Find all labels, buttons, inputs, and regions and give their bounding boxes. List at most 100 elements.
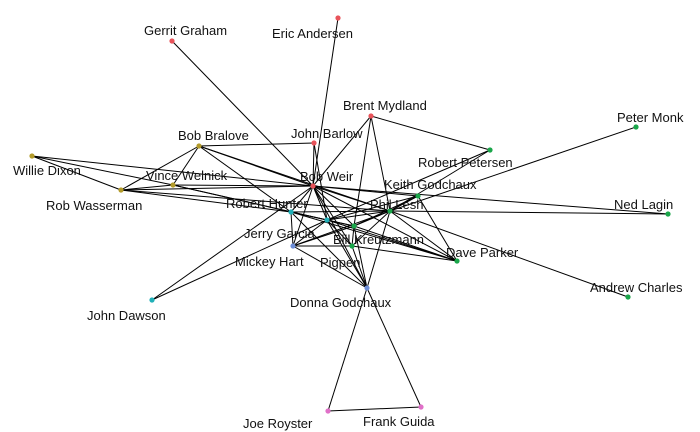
edge-pigpen-parker — [351, 245, 458, 262]
node-label-eric: Eric Andersen — [272, 26, 353, 41]
node-label-welnick: Vince Welnick — [146, 168, 228, 183]
node-label-bralove: Bob Bralove — [178, 128, 249, 143]
edge-hunter-donna — [290, 211, 368, 289]
node-label-pigpen: Pigpen — [320, 255, 360, 270]
node-guida[interactable] — [418, 404, 424, 410]
node-label-gerrit: Gerrit Graham — [144, 23, 227, 38]
node-label-keith: Keith Godchaux — [384, 177, 477, 192]
edge-welnick-wasserman — [120, 184, 174, 191]
node-label-lagin: Ned Lagin — [614, 197, 673, 212]
edge-weir-lagin — [312, 185, 669, 215]
node-label-weir: Bob Weir — [300, 169, 354, 184]
edge-kreutzmann-donna — [353, 225, 368, 289]
node-label-kreutzmann: Bill Kreutzmann — [333, 232, 424, 247]
edge-brent-petersen — [370, 115, 491, 151]
node-dixon[interactable] — [29, 153, 35, 159]
edge-weir-hunter — [290, 185, 314, 213]
edge-hart-donna — [292, 245, 368, 289]
edge-brent-weir — [312, 115, 372, 187]
node-pigpen[interactable] — [349, 243, 355, 249]
edge-weir-pigpen — [312, 185, 353, 247]
node-label-brent: Brent Mydland — [343, 98, 427, 113]
edge-dixon-weir — [31, 155, 314, 187]
node-hart[interactable] — [290, 243, 296, 249]
edge-kreutzmann-pigpen — [351, 225, 355, 247]
edge-keith-garcia — [326, 195, 419, 221]
node-charles[interactable] — [625, 294, 631, 300]
node-label-dawson: John Dawson — [87, 308, 166, 323]
edge-lesh-hart — [292, 210, 391, 247]
edge-weir-garcia — [312, 185, 328, 221]
edge-lesh-pigpen — [351, 210, 391, 247]
node-label-barlow: John Barlow — [291, 126, 363, 141]
edge-weir-dawson — [151, 185, 314, 301]
edge-garcia-dawson — [151, 219, 328, 301]
node-brent[interactable] — [368, 113, 374, 119]
node-monk[interactable] — [633, 124, 639, 130]
edge-bralove-lesh — [198, 145, 391, 212]
edge-garcia-parker — [326, 219, 458, 262]
edge-garcia-pigpen — [326, 219, 353, 247]
node-welnick[interactable] — [170, 182, 176, 188]
edge-bralove-wasserman — [120, 145, 200, 191]
node-dawson[interactable] — [149, 297, 155, 303]
node-label-royster: Joe Royster — [243, 416, 313, 431]
edge-lesh-parker — [389, 210, 458, 262]
node-parker[interactable] — [454, 258, 460, 264]
edge-petersen-garcia — [326, 149, 491, 221]
edge-lesh-hunter — [290, 210, 391, 213]
edge-barlow-garcia — [313, 142, 328, 221]
edge-barlow-bralove — [198, 142, 315, 147]
edge-weir-parker — [312, 185, 458, 262]
edge-bralove-welnick — [172, 145, 200, 186]
node-donna[interactable] — [364, 285, 370, 291]
edge-hunter-parker — [290, 211, 458, 262]
node-label-monk: Peter Monk — [617, 110, 684, 125]
node-label-hunter: Robert Hunter — [226, 196, 308, 211]
node-label-donna: Donna Godchaux — [290, 295, 392, 310]
node-wasserman[interactable] — [118, 187, 124, 193]
node-kreutzmann[interactable] — [351, 223, 357, 229]
node-gerrit[interactable] — [169, 38, 175, 44]
nodes-layer — [29, 15, 671, 414]
node-label-wasserman: Rob Wasserman — [46, 198, 142, 213]
edge-weir-kreutzmann — [312, 185, 355, 227]
edge-kreutzmann-hart — [292, 225, 355, 247]
edge-lagin-lesh — [389, 210, 669, 215]
edge-barlow-weir — [312, 142, 315, 187]
node-barlow[interactable] — [311, 140, 317, 146]
node-keith[interactable] — [415, 193, 421, 199]
node-label-dixon: Willie Dixon — [13, 163, 81, 178]
node-garcia[interactable] — [324, 217, 330, 223]
edge-dixon-wasserman — [31, 155, 122, 191]
node-eric[interactable] — [335, 15, 341, 21]
node-label-parker: Dave Parker — [446, 245, 519, 260]
edge-lesh-charles — [389, 210, 629, 298]
edge-weir-donna — [312, 185, 368, 289]
edge-keith-parker — [417, 195, 458, 262]
node-label-hart: Mickey Hart — [235, 254, 304, 269]
edge-donna-guida — [366, 287, 422, 408]
node-petersen[interactable] — [487, 147, 493, 153]
node-hunter[interactable] — [288, 209, 294, 215]
edges-layer — [31, 17, 669, 412]
node-lagin[interactable] — [665, 211, 671, 217]
edge-wasserman-hunter — [120, 189, 292, 213]
edge-weir-wasserman — [120, 185, 314, 191]
edge-dixon-welnick — [31, 155, 174, 186]
edge-garcia-hart — [292, 219, 328, 247]
edge-royster-guida — [327, 406, 422, 412]
edge-lesh-garcia — [326, 210, 391, 221]
edge-gerrit-weir — [171, 40, 314, 187]
labels-layer: Gerrit Graham Eric Andersen Brent Mydland J… — [13, 23, 684, 431]
node-label-guida: Frank Guida — [363, 414, 435, 429]
edge-garcia-donna — [326, 219, 368, 289]
node-label-charles: Andrew Charles — [590, 280, 683, 295]
edge-weir-welnick — [172, 184, 314, 187]
node-weir[interactable] — [310, 183, 316, 189]
node-bralove[interactable] — [196, 143, 202, 149]
node-label-petersen: Robert Petersen — [418, 155, 513, 170]
node-lesh[interactable] — [387, 208, 393, 214]
node-royster[interactable] — [325, 408, 331, 414]
